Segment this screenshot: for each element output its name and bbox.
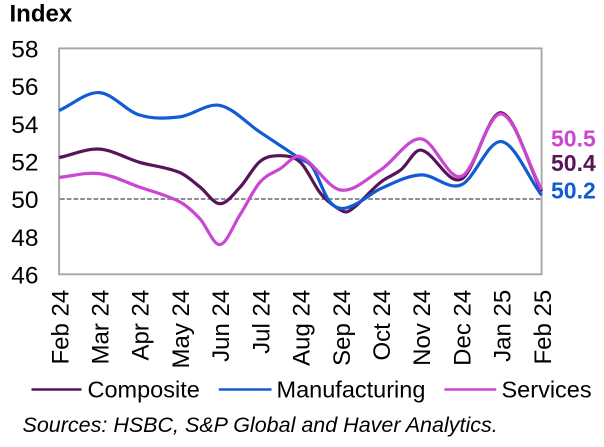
svg-text:Sep 24: Sep 24 (329, 290, 356, 366)
svg-text:Feb 24: Feb 24 (47, 290, 74, 365)
svg-text:Oct 24: Oct 24 (369, 290, 396, 361)
svg-text:Nov 24: Nov 24 (409, 290, 436, 366)
svg-text:Jun 24: Jun 24 (208, 290, 235, 362)
svg-text:Jul 24: Jul 24 (248, 290, 275, 354)
svg-text:50.5: 50.5 (551, 126, 596, 152)
svg-text:Index: Index (10, 1, 73, 28)
svg-text:50: 50 (11, 187, 38, 214)
svg-text:56: 56 (11, 74, 38, 101)
svg-text:Manufacturing: Manufacturing (277, 376, 426, 402)
svg-text:Jan 25: Jan 25 (490, 290, 517, 362)
svg-text:May 24: May 24 (168, 290, 195, 369)
svg-text:54: 54 (11, 112, 38, 139)
svg-text:Mar 24: Mar 24 (88, 290, 115, 365)
svg-text:52: 52 (11, 150, 38, 177)
svg-text:48: 48 (11, 225, 38, 252)
svg-text:Composite: Composite (88, 376, 200, 402)
svg-text:50.2: 50.2 (551, 178, 596, 204)
svg-text:46: 46 (11, 262, 38, 289)
svg-text:Sources: HSBC, S&P Global and: Sources: HSBC, S&P Global and Haver Anal… (23, 413, 498, 437)
svg-text:50.4: 50.4 (551, 150, 596, 176)
svg-text:Apr 24: Apr 24 (128, 290, 155, 361)
svg-text:Dec 24: Dec 24 (449, 290, 476, 366)
svg-text:Aug 24: Aug 24 (289, 290, 316, 366)
svg-text:Services: Services (502, 376, 592, 402)
svg-text:Feb 25: Feb 25 (530, 290, 557, 365)
svg-text:58: 58 (11, 37, 38, 64)
